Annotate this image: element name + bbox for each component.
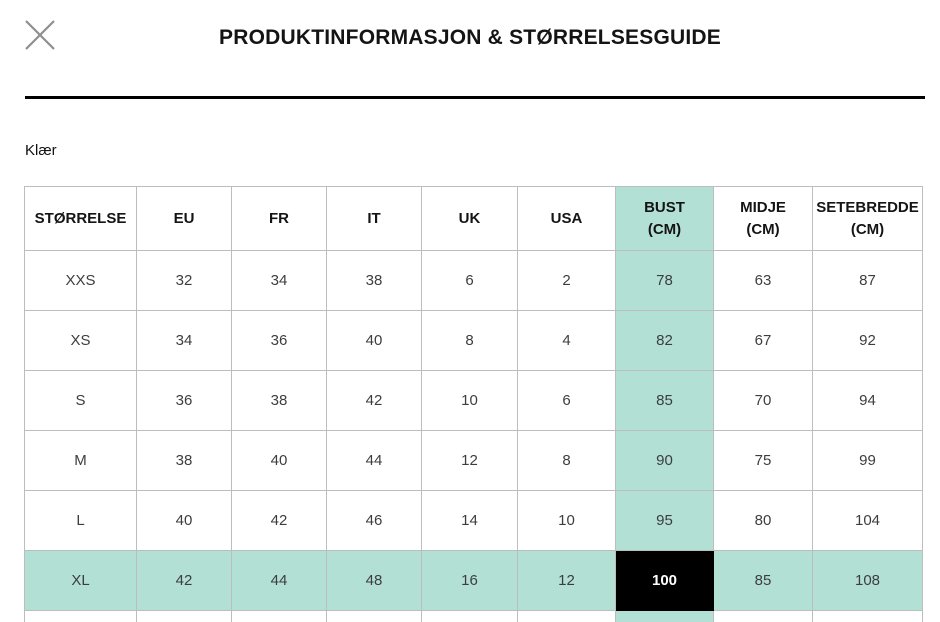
close-icon [25, 20, 55, 50]
value-cell: 67 [713, 310, 813, 371]
value-cell: 36 [231, 310, 327, 371]
value-cell: 38 [136, 430, 232, 491]
value-cell: 16 [421, 550, 518, 611]
column-header-usa: USA [517, 186, 616, 251]
column-header-midje: MIDJE (CM) [713, 186, 813, 251]
value-cell: 99 [812, 430, 923, 491]
size-cell: XS [24, 310, 137, 371]
category-label: Klær [25, 142, 57, 159]
table-row-xs: XS 34 36 40 8 4 82 67 92 [24, 310, 923, 371]
value-cell: 34 [136, 310, 232, 371]
value-cell-bust: 95 [615, 490, 714, 551]
value-cell: 8 [421, 310, 518, 371]
value-cell: 40 [136, 490, 232, 551]
table-row-partial [24, 610, 923, 622]
value-cell: 85 [713, 550, 813, 611]
table-header-row: STØRRELSE EU FR IT UK USA BUST (CM) MIDJE… [24, 186, 923, 251]
value-cell: 70 [713, 370, 813, 431]
value-cell: 48 [326, 550, 422, 611]
column-header-storrelse: STØRRELSE [24, 186, 137, 251]
value-cell: 12 [517, 550, 616, 611]
value-cell: 104 [812, 490, 923, 551]
table-row-m: M 38 40 44 12 8 90 75 99 [24, 430, 923, 491]
value-cell: 44 [326, 430, 422, 491]
size-cell: XXS [24, 250, 137, 311]
value-cell: 32 [136, 250, 232, 311]
column-header-bust: BUST (CM) [615, 186, 714, 251]
table-row-xxs: XXS 32 34 38 6 2 78 63 87 [24, 250, 923, 311]
size-cell: S [24, 370, 137, 431]
value-cell: 42 [231, 490, 327, 551]
value-cell: 40 [231, 430, 327, 491]
value-cell: 46 [326, 490, 422, 551]
value-cell: 12 [421, 430, 518, 491]
column-header-setebredde: SETEBREDDE (CM) [812, 186, 923, 251]
value-cell: 42 [136, 550, 232, 611]
value-cell: 75 [713, 430, 813, 491]
value-cell: 38 [231, 370, 327, 431]
value-cell: 4 [517, 310, 616, 371]
close-button[interactable] [23, 18, 57, 52]
value-cell-bust: 90 [615, 430, 714, 491]
value-cell: 36 [136, 370, 232, 431]
value-cell: 63 [713, 250, 813, 311]
divider [25, 96, 925, 99]
value-cell: 87 [812, 250, 923, 311]
column-header-uk: UK [421, 186, 518, 251]
value-cell: 8 [517, 430, 616, 491]
value-cell: 10 [517, 490, 616, 551]
value-cell: 92 [812, 310, 923, 371]
size-cell: L [24, 490, 137, 551]
value-cell: 2 [517, 250, 616, 311]
size-guide-table: STØRRELSE EU FR IT UK USA BUST (CM) MIDJE… [24, 186, 923, 622]
value-cell: 40 [326, 310, 422, 371]
value-cell: 14 [421, 490, 518, 551]
value-cell: 10 [421, 370, 518, 431]
value-cell: 34 [231, 250, 327, 311]
value-cell-bust: 78 [615, 250, 714, 311]
value-cell: 6 [421, 250, 518, 311]
modal-title: PRODUKTINFORMASJON & STØRRELSESGUIDE [219, 26, 721, 49]
value-cell: 108 [812, 550, 923, 611]
size-cell: XL [24, 550, 137, 611]
size-cell: M [24, 430, 137, 491]
value-cell: 44 [231, 550, 327, 611]
value-cell: 80 [713, 490, 813, 551]
value-cell: 6 [517, 370, 616, 431]
value-cell-bust: 85 [615, 370, 714, 431]
value-cell-bust: 82 [615, 310, 714, 371]
table-row-xl-highlighted: XL 42 44 48 16 12 100 85 108 [24, 550, 923, 611]
column-header-it: IT [326, 186, 422, 251]
table-row-l: L 40 42 46 14 10 95 80 104 [24, 490, 923, 551]
table-row-s: S 36 38 42 10 6 85 70 94 [24, 370, 923, 431]
value-cell: 42 [326, 370, 422, 431]
column-header-fr: FR [231, 186, 327, 251]
column-header-eu: EU [136, 186, 232, 251]
value-cell: 38 [326, 250, 422, 311]
value-cell: 94 [812, 370, 923, 431]
selected-value-cell: 100 [615, 550, 714, 611]
